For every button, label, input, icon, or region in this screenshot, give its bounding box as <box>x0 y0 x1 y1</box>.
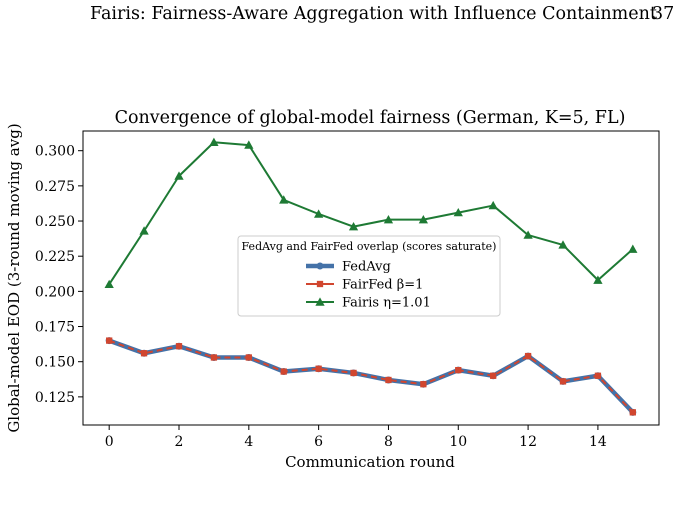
data-point <box>245 354 252 361</box>
data-point <box>210 354 218 361</box>
data-point <box>558 240 568 249</box>
series-fairis-1-01 <box>104 137 638 289</box>
page-header: Fairis: Fairness-Aware Aggregation with … <box>0 4 686 30</box>
legend-item: FedAvg <box>306 260 391 275</box>
data-point <box>628 244 638 253</box>
legend-swatch-marker <box>315 297 325 306</box>
x-tick-label: 0 <box>105 434 114 450</box>
page-number: 37 <box>652 4 675 24</box>
x-tick-label: 2 <box>175 434 184 450</box>
data-point <box>313 209 324 218</box>
data-point <box>350 369 357 377</box>
y-tick-label: 0.300 <box>35 144 75 160</box>
x-tick-label: 12 <box>519 434 537 450</box>
series-line <box>108 339 634 414</box>
x-tick-label: 10 <box>449 434 467 450</box>
x-axis: 0 2 4 6 8 10 12 14 <box>105 425 607 450</box>
x-axis-label: Communication round <box>285 453 455 471</box>
x-tick-label: 6 <box>314 434 323 450</box>
data-point <box>279 195 289 204</box>
data-point <box>593 275 603 284</box>
legend-item: FairFed β=1 <box>306 278 423 293</box>
legend: FedAvg and FairFed overlap (scores satur… <box>237 235 501 317</box>
data-point <box>140 350 148 357</box>
x-tick-label: 8 <box>384 434 393 450</box>
data-point <box>280 368 287 375</box>
y-tick-label: 0.250 <box>35 214 75 230</box>
y-tick-label: 0.275 <box>35 179 75 195</box>
data-point <box>524 352 532 360</box>
y-axis-label: Global-model EOD (3-round moving avg) <box>5 123 23 432</box>
legend-swatch-marker <box>316 280 324 288</box>
data-point <box>420 381 427 388</box>
data-point <box>174 171 184 180</box>
legend-item: Fairis η=1.01 <box>306 296 431 311</box>
data-point <box>559 378 567 385</box>
data-point <box>418 214 429 224</box>
data-point <box>175 343 183 350</box>
data-point <box>315 365 322 372</box>
running-title: Fairis: Fairness-Aware Aggregation with … <box>90 4 657 24</box>
data-point <box>383 214 394 224</box>
data-point <box>348 222 359 231</box>
y-tick-label: 0.125 <box>35 390 75 406</box>
x-tick-label: 4 <box>244 434 253 450</box>
data-point <box>594 372 602 379</box>
data-point <box>244 140 254 149</box>
series-fairfed-1 <box>106 337 636 416</box>
y-tick-label: 0.225 <box>35 249 75 265</box>
legend-label: FedAvg <box>342 260 391 275</box>
data-point <box>106 337 113 344</box>
data-point <box>455 366 462 374</box>
plot-frame <box>82 130 660 426</box>
y-tick-label: 0.150 <box>35 355 75 371</box>
data-point <box>139 226 149 235</box>
legend-swatch-marker <box>316 262 324 270</box>
data-point <box>104 279 114 289</box>
data-point <box>490 372 497 379</box>
data-point <box>209 137 219 146</box>
y-tick-label: 0.175 <box>35 320 75 336</box>
plot-area <box>82 130 660 426</box>
chart-title: Convergence of global-model fairness (Ge… <box>115 108 626 128</box>
x-tick-label: 14 <box>589 434 607 450</box>
y-axis: 0.125 0.150 0.175 0.200 0.225 0.250 0.275 0.300 <box>35 144 83 406</box>
legend-label: Fairis η=1.01 <box>342 296 431 311</box>
legend-box <box>237 235 501 317</box>
legend-label: FairFed β=1 <box>342 278 423 293</box>
data-point <box>629 409 636 416</box>
y-tick-label: 0.200 <box>35 284 75 300</box>
data-point <box>453 207 463 217</box>
data-point <box>488 200 498 210</box>
series-line <box>108 141 634 285</box>
series-layer <box>104 137 638 416</box>
series-line <box>108 338 635 414</box>
data-point <box>385 376 392 384</box>
data-point <box>523 230 533 239</box>
legend-title: FedAvg and FairFed overlap (scores satur… <box>242 240 497 253</box>
